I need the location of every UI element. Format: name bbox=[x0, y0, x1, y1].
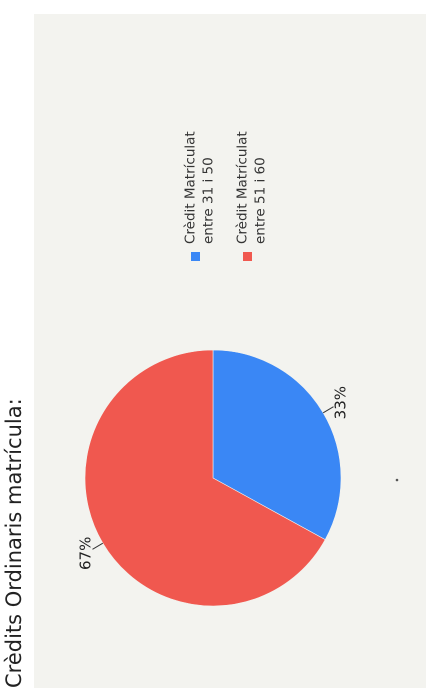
pie-slice-1 bbox=[212, 349, 342, 541]
legend-label-1-line-2: entre 31 i 50 bbox=[201, 157, 217, 244]
legend-swatch-2 bbox=[243, 252, 252, 261]
slice-leader-line-2 bbox=[92, 542, 104, 550]
legend-item-2: Crèdit Matrículat entre 51 i 60 bbox=[235, 131, 269, 261]
legend-label-2-line-1: Crèdit Matrículat bbox=[235, 131, 251, 244]
legend-item-1: Crèdit Matrículat entre 31 i 50 bbox=[183, 131, 217, 261]
legend-label-2-line-2: entre 51 i 60 bbox=[253, 157, 269, 244]
legend-swatch-1 bbox=[191, 252, 200, 261]
pie-slices bbox=[84, 349, 342, 607]
chart-legend: Crèdit Matrículat entre 31 i 50 Crèdit Mat… bbox=[183, 131, 269, 261]
slice-percent-label-2: 67% bbox=[77, 537, 95, 570]
pie-labels: 33% 67% bbox=[77, 386, 350, 570]
slice-leader-line-1 bbox=[322, 406, 334, 414]
legend-label-1-line-1: Crèdit Matrículat bbox=[183, 131, 199, 244]
slice-percent-label-1: 33% bbox=[331, 386, 349, 419]
stray-dot bbox=[395, 478, 399, 482]
